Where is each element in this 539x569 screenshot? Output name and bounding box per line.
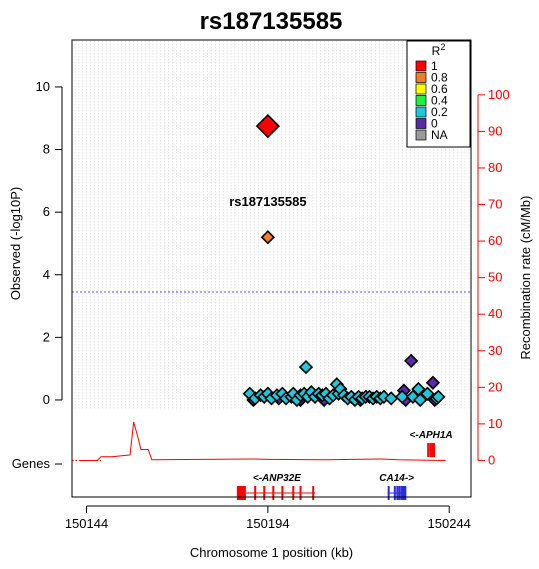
gene-exon (387, 486, 390, 500)
y2-tick-label: 50 (488, 270, 502, 285)
x-tick-label: 150244 (428, 516, 471, 531)
y-tick-label: 0 (43, 392, 50, 407)
x-tick-label: 150194 (246, 516, 289, 531)
y2-tick-label: 80 (488, 160, 502, 175)
snp-point (260, 230, 276, 245)
legend-swatch (415, 118, 427, 129)
gene-label: CA14-> (379, 473, 414, 484)
gene-exon (263, 486, 266, 500)
legend-swatch (415, 95, 427, 106)
legend-swatch (415, 60, 427, 72)
snp-point (425, 375, 441, 390)
gene-label: <-ANP32E (253, 473, 301, 484)
y-tick-label: 2 (43, 329, 50, 344)
y2-tick-label: 100 (488, 87, 510, 102)
snp-point (431, 389, 446, 404)
snp-point (394, 389, 410, 404)
y2-axis-label: Recombination rate (cM/Mb) (518, 196, 533, 360)
snp-point (413, 392, 428, 408)
legend-title-superscript: 2 (440, 42, 445, 52)
y-tick-label: 4 (43, 267, 50, 282)
vertical-gridlines (74, 41, 470, 410)
gene-exon (281, 486, 284, 500)
y2-tick-label: 40 (488, 306, 502, 321)
y2-tick-label: 60 (488, 233, 502, 248)
legend-swatch (415, 83, 427, 95)
legend-label: 0.8 (431, 71, 448, 85)
snp-point (298, 359, 314, 375)
legend-label: 0.6 (431, 82, 448, 96)
y2-tick-label: 90 (488, 123, 502, 138)
y2-tick-label: 0 (488, 452, 495, 467)
gene-exon (393, 486, 396, 500)
lead-snp-point (255, 113, 281, 139)
plot-frame (71, 39, 472, 498)
y-tick-label: 8 (43, 142, 50, 157)
gene-exon (431, 443, 434, 457)
gene-exon (272, 486, 275, 500)
y-axis-label: Observed (-log10P) (8, 187, 23, 300)
x-tick-label: 150144 (65, 516, 108, 531)
legend-label: 0.4 (431, 94, 448, 108)
gene-exon (312, 486, 315, 500)
gene-track: <-APH1A <-ANP32E CA14-> (236, 430, 453, 500)
legend-label: 0 (431, 117, 438, 131)
x-axis-label: Chromosome 1 position (kb) (190, 545, 353, 560)
lead-snp-label: rs187135585 (229, 194, 306, 209)
y2-tick-label: 70 (488, 197, 502, 212)
legend-swatch (415, 129, 427, 141)
recombination-line (79, 421, 446, 461)
gene-exon (433, 443, 436, 457)
gene-exon (402, 486, 405, 500)
genes-axis-label: Genes (12, 456, 51, 471)
gene-exon (236, 486, 246, 500)
gene-exon (254, 486, 257, 500)
gene-exon (292, 486, 295, 500)
gene-exon (404, 486, 407, 500)
gene-exon (427, 443, 430, 457)
recombination-rate-line (72, 421, 446, 461)
snp-point (384, 391, 399, 406)
legend-label: 0.2 (431, 105, 448, 119)
gene-label: <-APH1A (410, 430, 453, 441)
gene-exon (299, 486, 302, 500)
snp-point (404, 353, 419, 368)
gene-exon (398, 486, 401, 500)
gene-exon (400, 486, 403, 500)
gene-exon (396, 486, 399, 500)
snp-point (420, 386, 435, 401)
chart-title: rs187135585 (200, 8, 343, 35)
y2-tick-label: 20 (488, 379, 502, 394)
gene-exon (429, 443, 432, 457)
snp-points (242, 113, 446, 408)
y-tick-label: 10 (36, 79, 50, 94)
legend-label: NA (431, 128, 448, 142)
legend-swatch (415, 72, 427, 83)
y2-tick-label: 30 (488, 343, 502, 358)
y-tick-label: 6 (43, 204, 50, 219)
legend-label: 1 (431, 59, 438, 73)
legend-swatch (415, 106, 427, 118)
y2-tick-label: 10 (488, 416, 502, 431)
